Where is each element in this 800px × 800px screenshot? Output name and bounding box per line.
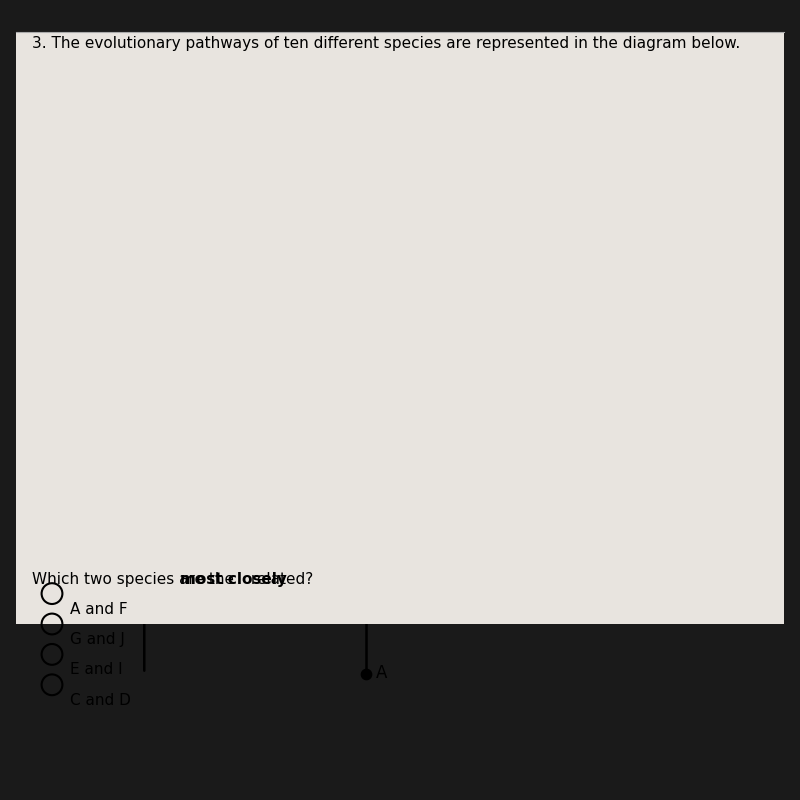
Text: F: F xyxy=(378,334,386,351)
Point xyxy=(359,336,372,349)
Text: related?: related? xyxy=(246,572,313,587)
Point xyxy=(359,228,372,241)
Text: Which two species are the: Which two species are the xyxy=(32,572,239,587)
Text: H: H xyxy=(378,457,390,474)
Text: G: G xyxy=(378,395,390,413)
Point xyxy=(359,459,372,472)
FancyBboxPatch shape xyxy=(16,32,784,624)
Point xyxy=(359,398,372,410)
Text: 3. The evolutionary pathways of ten different species are represented in the dia: 3. The evolutionary pathways of ten diff… xyxy=(32,36,740,51)
Text: D: D xyxy=(306,279,318,298)
Text: E: E xyxy=(378,226,388,243)
Text: I: I xyxy=(510,226,515,243)
Point xyxy=(359,667,372,680)
Text: E and I: E and I xyxy=(70,662,123,678)
Text: Time: Time xyxy=(113,389,126,419)
Point xyxy=(253,382,266,395)
Point xyxy=(492,336,505,349)
Text: B: B xyxy=(335,549,346,567)
Point xyxy=(289,290,302,302)
Text: A: A xyxy=(376,665,388,682)
Text: G and J: G and J xyxy=(70,632,126,647)
Text: most closely: most closely xyxy=(180,572,287,587)
Text: A and F: A and F xyxy=(70,602,128,617)
Text: C: C xyxy=(229,379,240,398)
Text: C and D: C and D xyxy=(70,693,131,708)
Point xyxy=(492,228,505,241)
Text: J: J xyxy=(510,334,515,351)
Point xyxy=(359,552,372,565)
